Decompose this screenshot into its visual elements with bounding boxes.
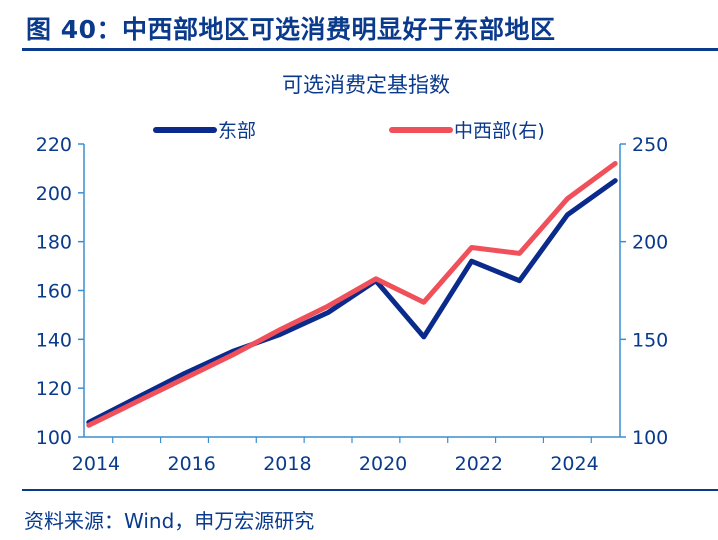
left-axis-tick-label: 120 — [36, 378, 72, 400]
right-axis-tick-label: 250 — [632, 134, 668, 156]
series-lines — [86, 161, 618, 428]
x-axis-tick-label: 2014 — [72, 453, 120, 475]
x-axis-tick-label: 2018 — [263, 453, 311, 475]
left-axis-tick-label: 140 — [36, 329, 72, 351]
chart-title: 可选消费定基指数 — [282, 73, 450, 97]
right-axis-tick-label: 150 — [632, 329, 668, 351]
right-axis-tick-label: 200 — [632, 232, 668, 254]
left-axis-tick-label: 180 — [36, 232, 72, 254]
x-axis-tick-label: 2024 — [550, 453, 598, 475]
legend-label: 中西部(右) — [454, 120, 545, 142]
source-rule — [22, 489, 718, 491]
x-axis-tick-label: 2022 — [455, 453, 503, 475]
figure-title: 图 40：中西部地区可选消费明显好于东部地区 — [26, 15, 556, 44]
series-line-midwest — [86, 161, 618, 428]
legend-label: 东部 — [218, 120, 256, 142]
legend: 东部 中西部(右) — [153, 120, 545, 142]
axes: 100 120 140 160 180 200 220 100 150 200 250 2014 201… — [36, 134, 669, 475]
left-axis-tick-label: 160 — [36, 281, 72, 303]
left-axis-tick-label: 200 — [36, 183, 72, 205]
left-axis-tick-label: 220 — [36, 134, 72, 156]
x-axis-tick-label: 2020 — [359, 453, 407, 475]
right-axis-tick-label: 100 — [632, 427, 668, 449]
left-axis-tick-label: 100 — [36, 427, 72, 449]
series-line-east — [86, 178, 618, 425]
x-axis-tick-label: 2016 — [167, 453, 215, 475]
title-rule — [22, 48, 718, 51]
source-note: 资料来源：Wind，申万宏源研究 — [24, 509, 315, 533]
